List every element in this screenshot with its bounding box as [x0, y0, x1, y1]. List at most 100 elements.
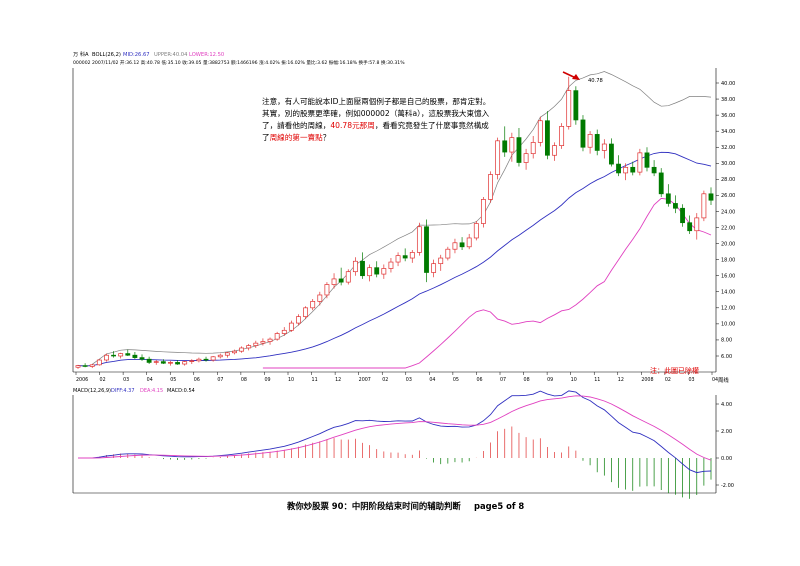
x-tick-label: 09 — [547, 377, 553, 383]
boll-label: BOLL(26,2) — [92, 52, 121, 58]
y-tick-label: 30.00 — [721, 161, 735, 167]
annotation-line-4: 了周線的第一賣點？ — [262, 132, 330, 142]
footer-page: page5 of 8 — [474, 501, 524, 511]
candle-down — [360, 252, 365, 279]
candle-down — [139, 354, 145, 361]
candle-up — [488, 171, 493, 203]
candle-down — [673, 195, 678, 214]
candle-up — [324, 282, 330, 299]
candle-down — [125, 349, 131, 356]
x-tick-label: 04 — [712, 377, 718, 383]
macd-y-tick-label: 4.00 — [721, 402, 732, 408]
candle-down — [665, 184, 671, 207]
candle-up — [431, 259, 437, 278]
candle-up — [96, 359, 102, 366]
candle-up — [495, 137, 501, 180]
macd-panel: MACD(12,26,9) DIFF:4.37 DEA:4.15 MACD:0.… — [72, 388, 734, 499]
candle-up — [537, 116, 543, 147]
candle-up — [694, 213, 700, 240]
dea-line — [78, 395, 712, 461]
boll-lower: LOWER:12.50 — [189, 52, 224, 58]
lower-band-line — [262, 197, 712, 369]
candle-down — [132, 351, 138, 360]
candle-up — [232, 349, 237, 355]
candle-up — [75, 364, 81, 369]
x-tick-label: 02 — [100, 377, 106, 383]
candle-up — [281, 327, 287, 336]
candle-up — [274, 331, 280, 341]
candle-up — [153, 360, 159, 365]
candle-up — [395, 252, 401, 267]
candle-up — [331, 273, 337, 289]
candle-up — [89, 364, 95, 369]
candle-down — [609, 138, 614, 167]
x-tick-label: 2008 — [641, 377, 653, 383]
x-tick-label: 03 — [688, 377, 694, 383]
candle-down — [594, 129, 600, 156]
candle-down — [459, 237, 465, 251]
y-tick-label: 12.00 — [721, 306, 735, 312]
y-tick-label: 34.00 — [721, 129, 735, 135]
candle-down — [708, 187, 714, 206]
macd-value-label: MACD:0.54 — [167, 388, 195, 394]
candle-down — [374, 261, 380, 278]
candle-up — [310, 298, 316, 311]
x-tick-label: 10 — [288, 377, 294, 383]
candle-down — [175, 360, 180, 365]
x-tick-label: 05 — [453, 377, 459, 383]
boll-mid: MID:26.67 — [123, 52, 150, 58]
macd-y-tick-label: 0.00 — [721, 456, 732, 462]
macd-diff-label: DIFF:4.37 — [111, 388, 135, 394]
peak-arrow — [562, 71, 580, 80]
candle-up — [637, 148, 643, 176]
candle-up — [409, 250, 415, 263]
candle-up — [701, 190, 707, 222]
annotation-line-2: 其實，別的股票更準確，例如000002（萬科a），這股票我大東憶入 — [262, 108, 490, 118]
candle-up — [473, 221, 479, 241]
candle-up — [168, 360, 173, 366]
candle-up — [224, 351, 230, 358]
y-tick-label: 8.00 — [721, 338, 732, 344]
candle-up — [104, 353, 109, 362]
candle-up — [587, 131, 593, 154]
candle-up — [559, 123, 565, 149]
x-tick-label: 12 — [618, 377, 624, 383]
x-tick-label: 11 — [312, 377, 318, 383]
candle-up — [182, 360, 188, 366]
x-tick-label: 03 — [123, 377, 129, 383]
y-tick-label: 24.00 — [721, 209, 735, 215]
y-tick-label: 18.00 — [721, 257, 735, 263]
candle-down — [644, 147, 650, 172]
x-tick-label: 09 — [264, 377, 270, 383]
x-tick-label: 05 — [170, 377, 176, 383]
annotation-line-3: 了，請看他的周線，40.78元那周，看看究竟發生了什麼事竟然構成 — [262, 120, 489, 130]
y-tick-label: 38.00 — [721, 97, 735, 103]
y-tick-label: 40.00 — [721, 81, 735, 87]
candle-up — [210, 356, 216, 362]
candle-up — [388, 258, 394, 273]
boll-upper: UPPER:40.04 — [154, 52, 188, 58]
upper-band-line — [91, 71, 712, 365]
candle-up — [381, 264, 387, 279]
x-tick-label: 03 — [406, 377, 412, 383]
candle-down — [424, 219, 429, 283]
candle-down — [573, 86, 579, 125]
info-line: 000002 2007/11/02 开:36.12 高:40.78 低:35.1… — [73, 59, 405, 66]
candle-up — [530, 135, 536, 159]
y-tick-label: 16.00 — [721, 274, 735, 280]
candle-up — [623, 163, 629, 181]
adjusted-note: 注：此圖已除權 — [650, 366, 699, 375]
candle-down — [160, 359, 166, 365]
macd-y-tick-label: -2.00 — [721, 483, 734, 489]
candle-up — [189, 359, 195, 365]
x-tick-label: 10 — [571, 377, 577, 383]
y-tick-label: 14.00 — [721, 290, 735, 296]
period-label: 周线 — [718, 376, 729, 384]
macd-label: MACD(12,26,9) — [73, 388, 111, 394]
candle-down — [146, 356, 152, 365]
x-tick-label: 02 — [382, 377, 388, 383]
candle-down — [680, 204, 685, 227]
candle-down — [402, 248, 408, 262]
candle-up — [416, 222, 422, 256]
